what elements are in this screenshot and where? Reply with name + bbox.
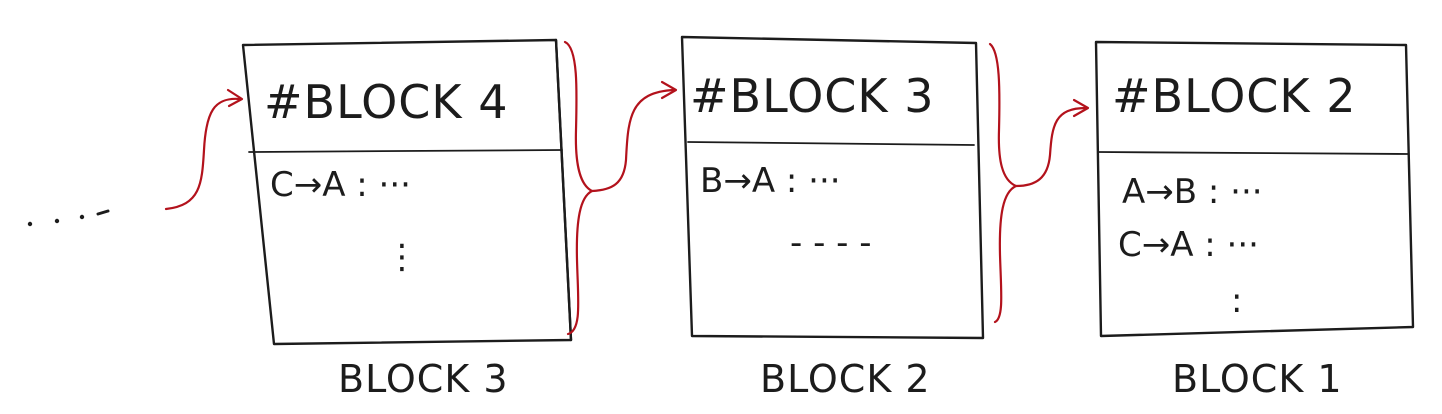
hash-link-2-to-1 [988,42,1090,324]
block-2-brace [988,42,1018,324]
block-3-header: #BLOCK 4 [264,75,508,129]
block-2-caption: BLOCK 2 [760,357,931,401]
block-3-header-divider [248,149,563,153]
block-1-header: #BLOCK 2 [1112,69,1356,123]
block-1-more: : [1231,281,1242,321]
leading-dots [27,209,110,227]
block-1-entry-2: C→A : ··· [1118,225,1259,265]
block-1: #BLOCK 2 A→B : ··· C→A : ··· : BLOCK 1 [1094,40,1415,401]
block-2-more: - - - - [790,223,872,263]
hash-link-incoming [164,88,244,211]
block-2-header: #BLOCK 3 [690,69,934,123]
block-1-caption: BLOCK 1 [1172,357,1343,401]
block-2-entry: B→A : ··· [700,161,841,201]
block-1-entry-1: A→B : ··· [1122,172,1263,212]
block-2-frame [680,35,985,340]
block-2: #BLOCK 3 B→A : ··· - - - - BLOCK 2 [680,35,985,401]
block-1-header-divider [1097,151,1409,155]
block-3: #BLOCK 4 C→A : ··· ⋮ BLOCK 3 [241,38,573,401]
block-3-more: ⋮ [385,237,419,277]
hash-link-3-to-2 [563,40,678,336]
block-3-entry: C→A : ··· [270,165,411,205]
block-2-header-divider [687,141,975,146]
block-1-frame [1094,40,1415,338]
block-3-caption: BLOCK 3 [338,357,509,401]
